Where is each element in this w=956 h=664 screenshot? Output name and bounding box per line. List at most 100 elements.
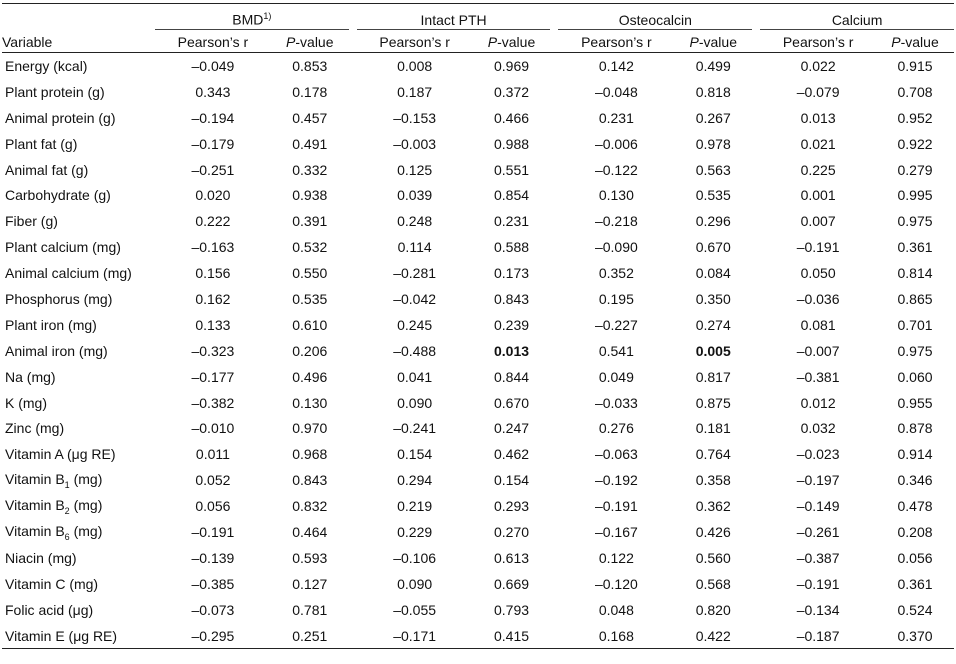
pearson-value: –0.191: [796, 239, 840, 256]
p-value: 0.988: [493, 135, 530, 152]
pearson-value: 0.007: [800, 213, 836, 230]
pearson-value: 0.001: [800, 187, 836, 204]
pearson-value: –0.192: [594, 472, 638, 489]
table-row: Animal iron (mg) –0.323 0.206 –0.488 0.013 0.…: [2, 338, 954, 364]
p-value: 0.391: [292, 213, 328, 230]
pearson-value: –0.387: [796, 549, 840, 566]
p-value: 0.206: [292, 342, 328, 359]
p-value: 0.832: [292, 498, 328, 515]
pearson-value: –0.049: [191, 57, 235, 74]
p-value: 0.361: [897, 239, 933, 256]
pearson-value: –0.134: [796, 601, 840, 618]
p-value: 0.127: [292, 575, 328, 592]
p-value-header: P-value: [876, 29, 954, 53]
p-value: 0.524: [897, 601, 933, 618]
variable-name: Fiber (g): [5, 213, 58, 230]
pearson-value: 0.130: [598, 187, 634, 204]
p-value: 0.670: [493, 394, 530, 411]
pearson-header: Pearson’s r: [155, 29, 271, 53]
pearson-value: –0.073: [191, 601, 235, 618]
pearson-value: 0.294: [397, 472, 433, 489]
pearson-value: –0.149: [796, 498, 840, 515]
pearson-value: 0.225: [800, 161, 836, 178]
variable-name: Animal iron (mg): [5, 342, 108, 359]
group-header-calcium: Calcium: [760, 3, 954, 30]
pearson-value: 0.052: [195, 472, 231, 489]
p-value: 0.231: [493, 213, 530, 230]
table-row: Niacin (mg) –0.139 0.593 –0.106 0.613 0.122 0.…: [2, 545, 954, 571]
p-value: 0.499: [695, 57, 731, 74]
group-header-intact-pth: Intact PTH: [356, 3, 551, 30]
p-value: 0.267: [695, 109, 731, 126]
table-row: Animal fat (g) –0.251 0.332 0.125 0.551 –0.12…: [2, 157, 954, 183]
variable-name: Na (mg): [5, 368, 56, 385]
p-value: 0.818: [695, 83, 731, 100]
group-header-osteocalcin: Osteocalcin: [558, 3, 753, 30]
pearson-value: –0.187: [796, 627, 840, 644]
table-row: Animal protein (g) –0.194 0.457 –0.153 0.466…: [2, 105, 954, 131]
pearson-value: –0.251: [191, 161, 235, 178]
pearson-value: –0.163: [191, 239, 235, 256]
p-value: 0.568: [695, 575, 731, 592]
p-value: 0.056: [897, 549, 933, 566]
pearson-header: Pearson’s r: [558, 29, 675, 53]
p-value: 0.060: [897, 368, 933, 385]
pearson-value: –0.167: [594, 523, 638, 540]
pearson-value: –0.106: [393, 549, 437, 566]
variable-name: Animal fat (g): [5, 161, 89, 178]
p-value: 0.814: [897, 265, 933, 282]
pearson-value: 0.187: [397, 83, 433, 100]
p-value: 0.588: [493, 239, 530, 256]
p-value: 0.346: [897, 472, 933, 489]
pearson-value: 0.114: [397, 239, 432, 256]
p-value: 0.969: [493, 57, 530, 74]
pearson-value: –0.241: [393, 420, 437, 437]
p-value: 0.854: [493, 187, 530, 204]
p-value: 0.535: [695, 187, 731, 204]
table-row: Plant iron (mg) 0.133 0.610 0.245 0.239 –0.22…: [2, 312, 954, 338]
table-row: Energy (kcal) –0.049 0.853 0.008 0.969 0.142 0…: [2, 53, 954, 79]
footnote-marker: 1): [263, 11, 272, 22]
p-value: 0.535: [292, 290, 328, 307]
pearson-value: 0.090: [397, 575, 433, 592]
pearson-value: 0.090: [397, 394, 433, 411]
pearson-value: –0.042: [393, 290, 437, 307]
p-value: 0.938: [292, 187, 328, 204]
sub-header-row: Variable Pearson’s r P-value Pearson’s r…: [2, 29, 954, 53]
p-value: 0.844: [493, 368, 530, 385]
pearson-value: –0.003: [393, 135, 437, 152]
p-value: 0.173: [493, 265, 530, 282]
p-value: 0.865: [897, 290, 933, 307]
p-value: 0.130: [292, 394, 328, 411]
p-value: 0.968: [292, 446, 328, 463]
p-value: 0.970: [292, 420, 328, 437]
p-value: 0.491: [292, 135, 328, 152]
pearson-value: –0.488: [393, 342, 437, 359]
p-value: 0.610: [292, 316, 328, 333]
p-value: 0.952: [897, 109, 933, 126]
pearson-value: –0.177: [191, 368, 235, 385]
p-value: 0.914: [897, 446, 933, 463]
p-value-header: P-value: [472, 29, 551, 53]
p-value: 0.239: [493, 316, 530, 333]
variable-name: Vitamin E (μg RE): [5, 627, 118, 644]
p-value: 0.274: [695, 316, 731, 333]
p-value: 0.560: [695, 549, 731, 566]
variable-name: Vitamin A (μg RE): [5, 446, 116, 463]
p-value: 0.593: [292, 549, 328, 566]
variable-name: Vitamin B1 (mg): [5, 470, 103, 490]
pearson-value: –0.218: [594, 213, 638, 230]
p-value: 0.978: [695, 135, 731, 152]
variable-name: Plant calcium (mg): [5, 239, 121, 256]
p-value: 0.466: [493, 109, 530, 126]
pearson-value: –0.007: [796, 342, 840, 359]
pearson-value: 0.056: [195, 498, 231, 515]
p-value: 0.922: [897, 135, 933, 152]
pearson-value: –0.191: [796, 575, 840, 592]
p-value: 0.293: [493, 498, 530, 515]
p-value: 0.764: [695, 446, 731, 463]
pearson-value: 0.013: [800, 109, 836, 126]
table-row: Vitamin A (μg RE) 0.011 0.968 0.154 0.462 –0.…: [2, 441, 954, 467]
pearson-value: –0.323: [191, 342, 235, 359]
p-value: 0.350: [695, 290, 731, 307]
